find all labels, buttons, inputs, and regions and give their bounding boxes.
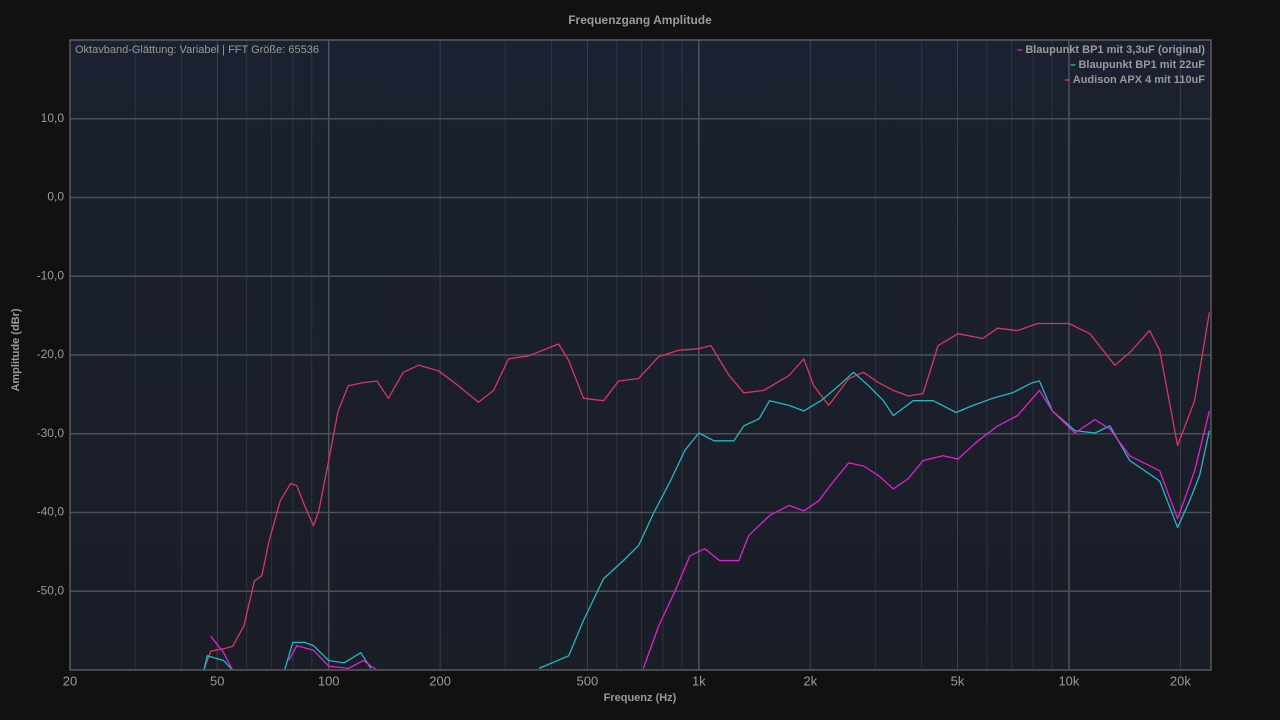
x-tick-label: 5k [951,673,965,688]
annotation: Oktavband-Glättung: Variabel | FFT Größe… [75,44,319,56]
labels: 20 50 100 200 500 1k 2k 5k 10k 20k 10,0 0,0 -10,0 -20… [37,44,1206,689]
plot-border [69,39,1212,671]
legend-entry: Blaupunkt BP1 mit 22uF [1078,59,1205,71]
x-tick-label: 1k [692,673,706,688]
legend-entry: Audison APX 4 mit 110uF [1073,74,1206,86]
y-tick-label: -40,0 [37,505,65,519]
x-tick-label: 500 [577,673,599,688]
series-line [203,312,1211,670]
x-tick-label: 20 [63,673,77,688]
x-tick-label: 2k [803,673,817,688]
y-tick-label: 10,0 [41,111,65,125]
x-tick-label: 20k [1170,673,1191,688]
x-tick-label: 200 [429,673,451,688]
chart-title: Frequenzgang Amplitude [568,13,712,27]
y-tick-label: -10,0 [37,268,65,282]
y-tick-label: -30,0 [37,426,65,440]
series-line [210,389,1211,670]
y-tick-label: -20,0 [37,347,65,361]
x-tick-label: 10k [1058,673,1079,688]
y-tick-label: -50,0 [37,583,65,597]
lines [203,312,1211,670]
x-tick-label: 50 [210,673,224,688]
y-axis-label: Amplitude (dBr) [10,308,22,391]
y-tick-label: 0,0 [47,190,64,204]
x-tick-label: 100 [318,673,340,688]
x-axis-label: Frequenz (Hz) [604,692,677,704]
legend-entry: Blaupunkt BP1 mit 3,3uF (original) [1025,44,1205,56]
series-line [203,371,1211,670]
